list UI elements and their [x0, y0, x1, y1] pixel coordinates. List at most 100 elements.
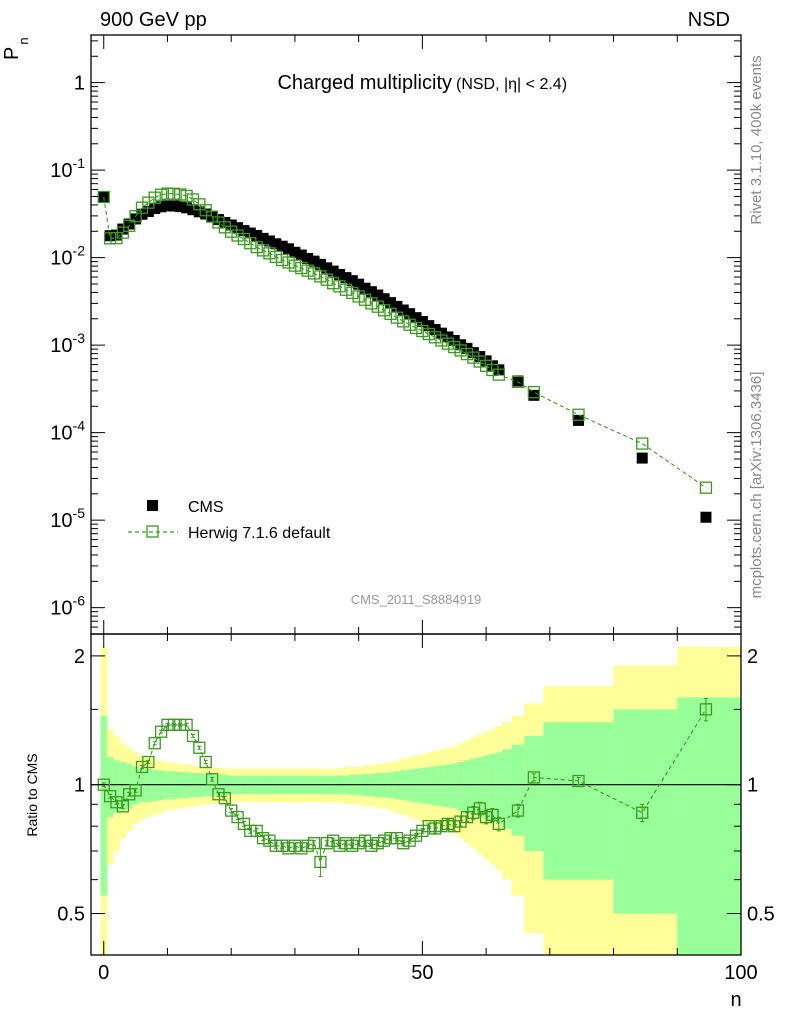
cms-point [486, 360, 498, 372]
ratio-point [435, 820, 448, 833]
herwig-point [231, 229, 244, 242]
ratio-uncertainty-bands [100, 646, 742, 955]
cms-point [435, 327, 447, 339]
herwig-point [473, 355, 486, 368]
cms-point [225, 219, 237, 231]
herwig-point [116, 226, 130, 239]
ratio-y-tick-label: 2 [74, 646, 85, 668]
cms-point [372, 289, 384, 301]
ratio-point [269, 839, 282, 852]
main-y-tick-label: 10-1 [50, 155, 85, 182]
cms-point [289, 246, 301, 258]
ratio-point [441, 817, 455, 831]
ratio-point [231, 810, 244, 824]
cms-point [295, 249, 307, 261]
ratio-point [699, 703, 713, 716]
herwig-point [288, 259, 302, 272]
ratio-point [250, 824, 263, 838]
herwig-point [636, 437, 649, 450]
herwig-point [486, 363, 499, 377]
ratio-point [161, 718, 174, 732]
cms-point [423, 320, 435, 332]
cms-point [442, 331, 454, 343]
cms-point [117, 223, 129, 235]
herwig-point [154, 188, 168, 201]
legend: CMS Herwig 7.1.6 default [128, 499, 331, 542]
ratio-point [142, 755, 155, 769]
herwig-point [148, 191, 161, 204]
cms-point [149, 203, 161, 215]
cms-point [212, 214, 224, 226]
ratio-point [409, 829, 423, 842]
band-inner [451, 763, 458, 809]
cms-point [104, 230, 116, 242]
ratio-point [225, 804, 238, 817]
herwig-point [320, 273, 333, 286]
herwig-point [333, 280, 346, 293]
cms-point [123, 218, 135, 230]
ratio-point [486, 808, 499, 822]
cms-point [334, 268, 346, 280]
ratio-point [116, 800, 130, 813]
cms-point [200, 208, 212, 220]
band-inner [502, 749, 512, 829]
cms-point [321, 262, 333, 274]
main-y-tick-label: 10-6 [50, 593, 85, 620]
cms-point [276, 240, 288, 252]
main-y-axis-label: Pn [1, 37, 31, 60]
cms-point [340, 272, 352, 284]
herwig-point [103, 232, 117, 245]
legend-cms-marker [147, 500, 158, 511]
ratio-point [314, 855, 327, 869]
x-axis-label: n [730, 989, 741, 1011]
herwig-point [339, 283, 353, 296]
cms-point [283, 243, 295, 255]
herwig-point [161, 187, 174, 200]
herwig-point [237, 232, 251, 246]
cms-point [385, 297, 397, 309]
band-inner [457, 761, 465, 811]
band-inner [444, 764, 452, 808]
herwig-point [307, 267, 321, 280]
ratio-point [527, 771, 541, 784]
ratio-y-tick-label-right: 0.5 [747, 904, 775, 926]
herwig-point [403, 318, 416, 331]
herwig-point [467, 351, 480, 364]
band-inner [463, 760, 471, 813]
cms-point [416, 316, 428, 328]
cms-point [353, 278, 365, 290]
cms-point [493, 364, 505, 376]
band-inner [113, 760, 120, 813]
ratio-herwig-line [103, 709, 707, 864]
herwig-point [384, 307, 397, 320]
ratio-point [473, 802, 486, 815]
herwig-point [314, 270, 327, 283]
herwig-point [123, 219, 136, 232]
cms-point [130, 213, 142, 225]
ratio-y-tick-label-right: 1 [747, 775, 758, 797]
herwig-point [428, 331, 442, 344]
herwig-point [409, 321, 423, 335]
ratio-point [492, 817, 505, 831]
herwig-point [460, 347, 474, 361]
ratio-y-axis-label: Ratio to CMS [24, 753, 40, 836]
band-inner [511, 744, 525, 836]
ratio-point [205, 773, 219, 786]
ratio-point [123, 788, 136, 801]
herwig-point [269, 250, 282, 264]
cms-point [263, 235, 275, 247]
cms-point [314, 258, 326, 270]
cms-point [404, 308, 416, 320]
cms-point [528, 389, 540, 401]
cms-point [187, 204, 199, 216]
herwig-point [358, 293, 372, 306]
herwig-point [390, 311, 404, 324]
herwig-point [346, 286, 359, 300]
ratio-point [636, 806, 649, 819]
herwig-point [97, 190, 110, 204]
main-y-tick-label: 10-5 [50, 505, 85, 532]
ratio-point [167, 718, 180, 732]
band-inner [138, 768, 146, 803]
ratio-point [307, 837, 321, 850]
cms-point [636, 452, 648, 464]
